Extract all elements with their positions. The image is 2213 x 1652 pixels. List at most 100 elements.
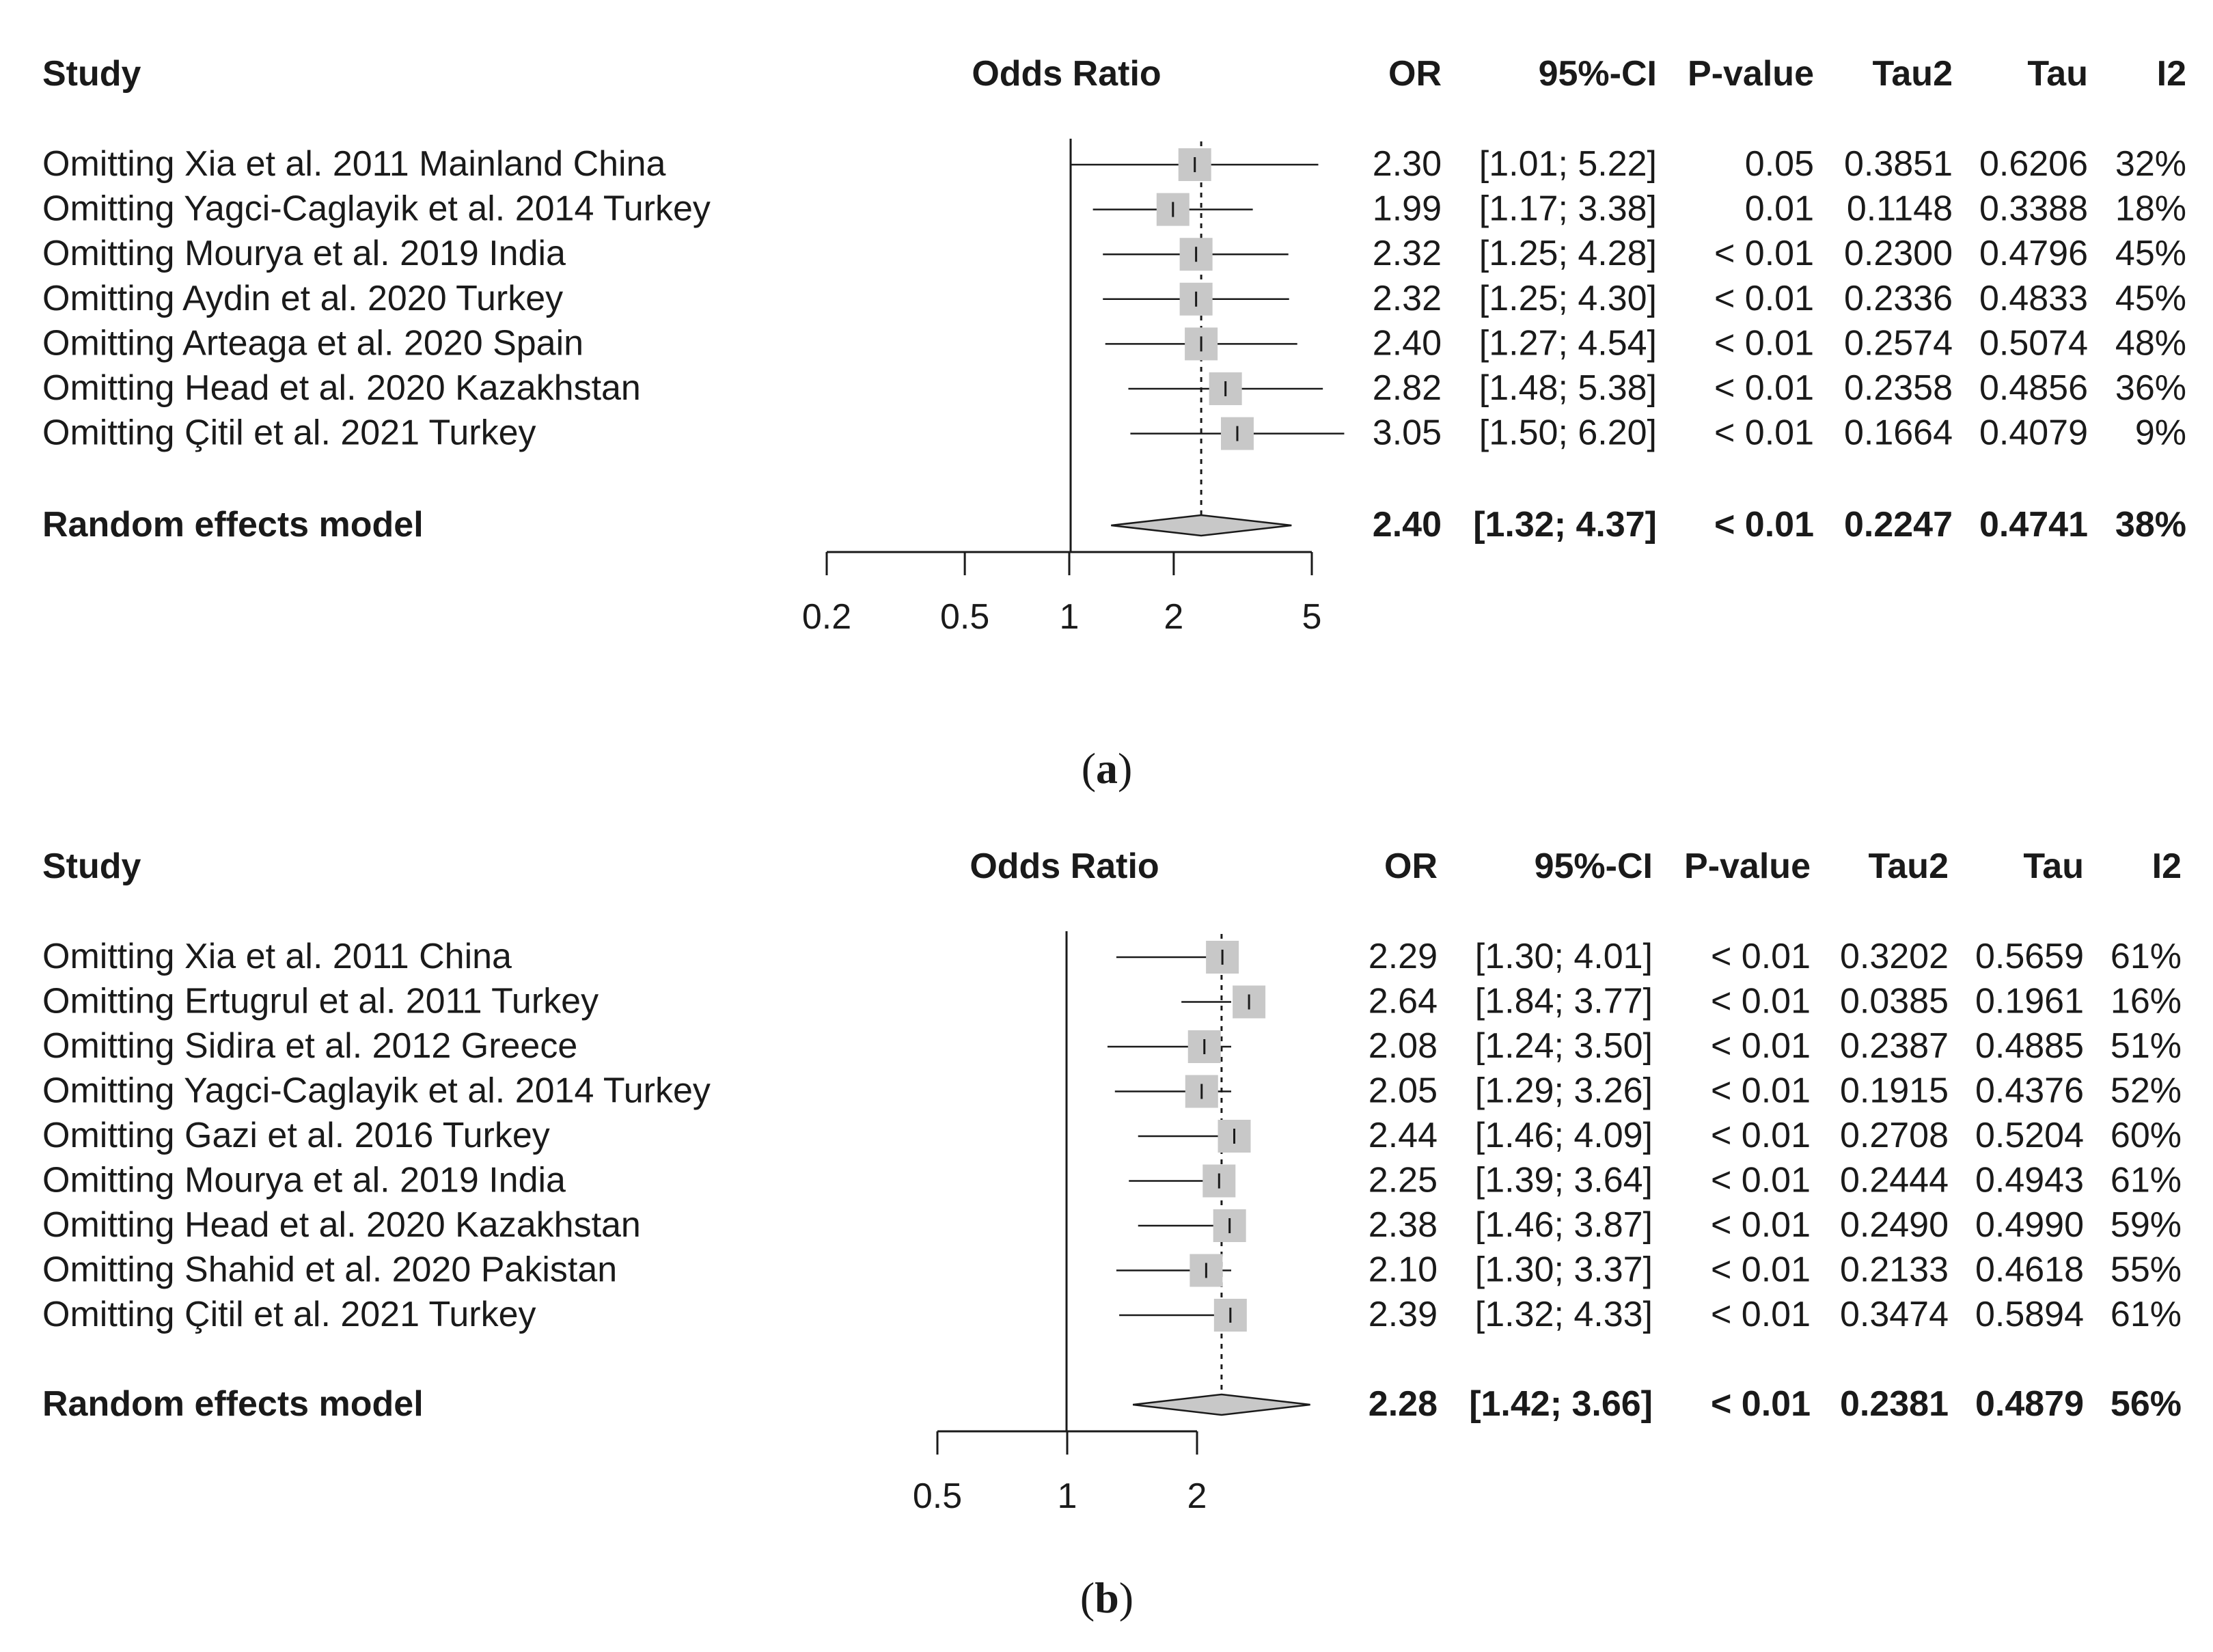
study-label: Omitting Çitil et al. 2021 Turkey <box>42 1295 536 1334</box>
tau-value: 0.5894 <box>1975 1295 2084 1334</box>
pooled-label: Random effects model <box>42 505 424 545</box>
study-label: Omitting Shahid et al. 2020 Pakistan <box>42 1250 617 1290</box>
p-value: < 0.01 <box>1711 1295 1811 1334</box>
ci-value: [1.25; 4.30] <box>1479 279 1657 318</box>
or-value: 2.08 <box>1369 1026 1438 1066</box>
x-tick-label: 2 <box>1187 1476 1207 1516</box>
tau2-value: 0.2300 <box>1844 234 1953 273</box>
header-tau: Tau <box>2023 846 2084 886</box>
x-tick-label: 2 <box>1164 597 1183 637</box>
p-value: < 0.01 <box>1711 1250 1811 1290</box>
tau2-value: 0.2387 <box>1840 1026 1949 1066</box>
tau-value: 0.4856 <box>1979 368 2088 408</box>
header-ci: 95%-CI <box>1535 846 1653 886</box>
pooled-tau-value: 0.4741 <box>1979 505 2088 545</box>
header-tau2: Tau2 <box>1868 846 1949 886</box>
ci-value: [1.17; 3.38] <box>1479 189 1657 229</box>
tau-value: 0.4943 <box>1975 1161 2084 1200</box>
p-value: 0.01 <box>1745 189 1814 229</box>
tau2-value: 0.2444 <box>1840 1161 1949 1200</box>
pooled-row: Random effects model 2.28 [1.42; 3.66] < 0.… <box>42 1384 2182 1424</box>
header-odds-ratio: Odds Ratio <box>970 846 1159 886</box>
tau2-value: 0.2358 <box>1844 368 1953 408</box>
tau2-value: 0.3851 <box>1844 144 1953 184</box>
study-row: Omitting Ertugrul et al. 2011 Turkey 2.64… <box>42 982 2182 1021</box>
tau-value: 0.3388 <box>1979 189 2088 229</box>
study-row: Omitting Shahid et al. 2020 Pakistan 2.10… <box>42 1250 2182 1290</box>
study-label: Omitting Head et al. 2020 Kazakhstan <box>42 368 641 408</box>
ci-value: [1.84; 3.77] <box>1475 982 1653 1021</box>
ci-value: [1.30; 3.37] <box>1475 1250 1653 1290</box>
study-label: Omitting Ertugrul et al. 2011 Turkey <box>42 982 599 1021</box>
caption-letter: a <box>1096 744 1118 793</box>
i2-value: 36% <box>2115 368 2186 408</box>
study-label: Omitting Çitil et al. 2021 Turkey <box>42 413 536 453</box>
ci-value: [1.25; 4.28] <box>1479 234 1657 273</box>
ci-value: [1.27; 4.54] <box>1479 323 1657 363</box>
tau2-value: 0.3474 <box>1840 1295 1949 1334</box>
tau-value: 0.4833 <box>1979 279 2088 318</box>
i2-value: 18% <box>2115 189 2186 229</box>
tau-value: 0.4376 <box>1975 1071 2084 1111</box>
or-value: 2.05 <box>1369 1071 1438 1111</box>
study-label: Omitting Arteaga et al. 2020 Spain <box>42 323 583 363</box>
study-row: Omitting Yagci-Caglayik et al. 2014 Turk… <box>42 1071 2182 1111</box>
tau-value: 0.4796 <box>1979 234 2088 273</box>
or-value: 3.05 <box>1373 413 1442 453</box>
study-label: Omitting Mourya et al. 2019 India <box>42 1161 566 1200</box>
x-tick-label: 1 <box>1060 597 1080 637</box>
tau2-value: 0.2490 <box>1840 1205 1949 1245</box>
tau-value: 0.5074 <box>1979 323 2088 363</box>
pooled-p-value: < 0.01 <box>1714 505 1814 545</box>
tau-value: 0.4885 <box>1975 1026 2084 1066</box>
study-row: Omitting Mourya et al. 2019 India 2.32 [1.… <box>42 234 2186 273</box>
p-value: < 0.01 <box>1714 368 1814 408</box>
study-row: Omitting Aydin et al. 2020 Turkey 2.32 [1.… <box>42 279 2186 318</box>
ci-value: [1.46; 4.09] <box>1475 1116 1653 1155</box>
i2-value: 59% <box>2111 1205 2182 1245</box>
study-row: Omitting Sidira et al. 2012 Greece 2.08 [1… <box>42 1026 2182 1066</box>
tau2-value: 0.2708 <box>1840 1116 1949 1155</box>
ci-value: [1.24; 3.50] <box>1475 1026 1653 1066</box>
pooled-ci-value: [1.42; 3.66] <box>1469 1384 1653 1424</box>
study-label: Omitting Xia et al. 2011 China <box>42 937 512 976</box>
i2-value: 51% <box>2111 1026 2182 1066</box>
header-p-value: P-value <box>1684 846 1811 886</box>
or-value: 2.44 <box>1369 1116 1438 1155</box>
study-label: Omitting Sidira et al. 2012 Greece <box>42 1026 577 1066</box>
or-value: 2.82 <box>1373 368 1442 408</box>
pooled-i2-value: 38% <box>2115 505 2186 545</box>
p-value: < 0.01 <box>1711 1071 1811 1111</box>
or-value: 1.99 <box>1373 189 1442 229</box>
study-label: Omitting Yagci-Caglayik et al. 2014 Turk… <box>42 189 711 229</box>
study-label: Omitting Head et al. 2020 Kazakhstan <box>42 1205 641 1245</box>
or-value: 2.64 <box>1369 982 1438 1021</box>
tau2-value: 0.3202 <box>1840 937 1949 976</box>
tau-value: 0.4079 <box>1979 413 2088 453</box>
or-value: 2.10 <box>1369 1250 1438 1290</box>
ci-value: [1.48; 5.38] <box>1479 368 1657 408</box>
forest-panel-a: Study Odds Ratio OR 95%-CI P-value Tau2 Tau I2 O… <box>42 54 2186 793</box>
p-value: < 0.01 <box>1711 1161 1811 1200</box>
p-value: < 0.01 <box>1711 937 1811 976</box>
i2-value: 9% <box>2135 413 2186 453</box>
pooled-ci-value: [1.32; 4.37] <box>1473 505 1657 545</box>
pooled-or-value: 2.28 <box>1369 1384 1438 1424</box>
study-label: Omitting Aydin et al. 2020 Turkey <box>42 279 563 318</box>
header-ci: 95%-CI <box>1539 54 1657 94</box>
forest-panel-b: Study Odds Ratio OR 95%-CI P-value Tau2 Tau I2 O… <box>42 846 2182 1622</box>
study-row: Omitting Yagci-Caglayik et al. 2014 Turk… <box>42 189 2186 229</box>
or-value: 2.32 <box>1373 279 1442 318</box>
header-i2: I2 <box>2152 846 2182 886</box>
tau2-value: 0.1664 <box>1844 413 1953 453</box>
i2-value: 52% <box>2111 1071 2182 1111</box>
x-tick-label: 1 <box>1058 1476 1077 1516</box>
tau-value: 0.4990 <box>1975 1205 2084 1245</box>
x-tick-label: 0.2 <box>802 597 851 637</box>
p-value: < 0.01 <box>1714 279 1814 318</box>
tau2-value: 0.2336 <box>1844 279 1953 318</box>
header-or: OR <box>1384 846 1438 886</box>
pooled-tau-value: 0.4879 <box>1975 1384 2084 1424</box>
tau2-value: 0.2574 <box>1844 323 1953 363</box>
header-tau: Tau <box>2027 54 2088 94</box>
